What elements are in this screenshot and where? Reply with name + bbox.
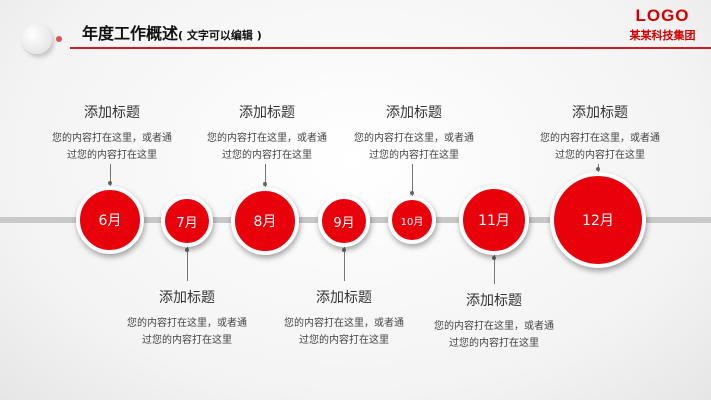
timeline-text: 添加标题您的内容打在这里，或者通过您的内容打在这里 bbox=[409, 290, 579, 352]
connector-dot bbox=[342, 248, 346, 252]
item-title: 添加标题 bbox=[84, 105, 140, 121]
timeline-node: 6月 bbox=[76, 186, 144, 254]
header-divider bbox=[70, 47, 711, 49]
connector-line bbox=[265, 164, 266, 187]
timeline-text: 添加标题您的内容打在这里，或者通过您的内容打在这里 bbox=[329, 102, 499, 164]
timeline-node: 10月 bbox=[388, 196, 436, 244]
logo: LOGO 某某科技集团 bbox=[620, 6, 705, 43]
month-label: 6月 bbox=[98, 213, 122, 229]
connector-line bbox=[412, 164, 413, 196]
month-label: 10月 bbox=[400, 216, 424, 228]
item-title: 添加标题 bbox=[466, 293, 522, 309]
connector-dot bbox=[108, 181, 112, 185]
connector-dot bbox=[263, 182, 267, 186]
item-title: 添加标题 bbox=[159, 290, 215, 306]
title-subtitle: ( 文字可以编辑 ) bbox=[178, 29, 262, 42]
month-label: 9月 bbox=[333, 215, 355, 231]
connector-dot bbox=[410, 191, 414, 195]
timeline-text: 添加标题您的内容打在这里，或者通过您的内容打在这里 bbox=[182, 102, 352, 164]
company-name: 某某科技集团 bbox=[629, 29, 696, 42]
month-label: 11月 bbox=[478, 213, 510, 229]
month-label: 8月 bbox=[253, 214, 277, 230]
connector-dot bbox=[492, 256, 496, 260]
decorative-dot bbox=[56, 36, 62, 42]
decorative-circle bbox=[22, 24, 52, 54]
timeline-node: 7月 bbox=[161, 195, 213, 247]
page-title: 年度工作概述( 文字可以编辑 ) bbox=[82, 20, 262, 44]
connector-line bbox=[187, 247, 188, 281]
item-title: 添加标题 bbox=[572, 105, 628, 121]
timeline-text: 添加标题您的内容打在这里，或者通过您的内容打在这里 bbox=[515, 102, 685, 164]
item-desc: 您的内容打在这里，或者通过您的内容打在这里 bbox=[354, 133, 474, 161]
item-desc: 您的内容打在这里，或者通过您的内容打在这里 bbox=[207, 133, 327, 161]
item-title: 添加标题 bbox=[316, 290, 372, 306]
timeline-node: 8月 bbox=[231, 187, 299, 255]
month-label: 7月 bbox=[176, 215, 198, 231]
timeline-text: 添加标题您的内容打在这里，或者通过您的内容打在这里 bbox=[27, 102, 197, 164]
timeline-text: 添加标题您的内容打在这里，或者通过您的内容打在这里 bbox=[259, 287, 429, 349]
connector-line bbox=[344, 247, 345, 281]
title-text: 年度工作概述 bbox=[82, 24, 179, 43]
connector-line bbox=[494, 255, 495, 284]
timeline-text: 添加标题您的内容打在这里，或者通过您的内容打在这里 bbox=[102, 287, 272, 349]
logo-text: LOGO bbox=[635, 6, 690, 25]
item-desc: 您的内容打在这里，或者通过您的内容打在这里 bbox=[284, 318, 404, 346]
item-desc: 您的内容打在这里，或者通过您的内容打在这里 bbox=[52, 133, 172, 161]
item-desc: 您的内容打在这里，或者通过您的内容打在这里 bbox=[127, 318, 247, 346]
item-desc: 您的内容打在这里，或者通过您的内容打在这里 bbox=[540, 133, 660, 161]
timeline-node: 9月 bbox=[318, 195, 370, 247]
connector-dot bbox=[185, 248, 189, 252]
item-desc: 您的内容打在这里，或者通过您的内容打在这里 bbox=[434, 321, 554, 349]
timeline-node: 12月 bbox=[550, 172, 646, 268]
timeline-node: 11月 bbox=[459, 185, 529, 255]
month-label: 12月 bbox=[582, 213, 614, 229]
connector-dot bbox=[596, 167, 600, 171]
item-title: 添加标题 bbox=[239, 105, 295, 121]
item-title: 添加标题 bbox=[386, 105, 442, 121]
connector-line bbox=[110, 164, 111, 186]
